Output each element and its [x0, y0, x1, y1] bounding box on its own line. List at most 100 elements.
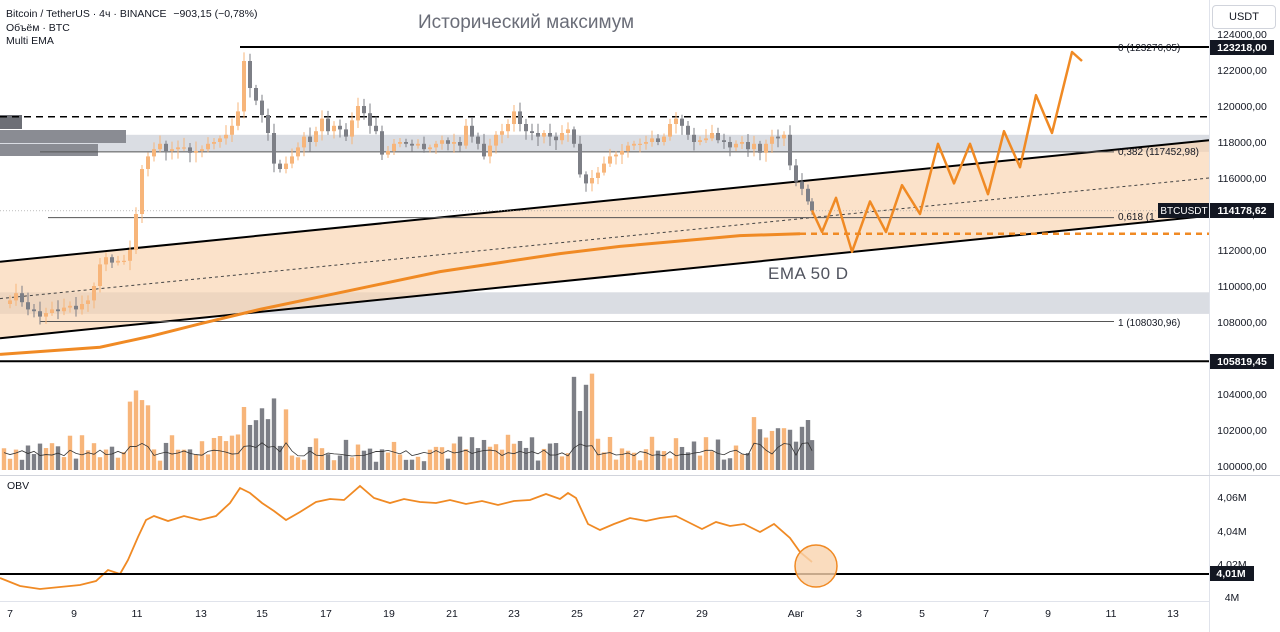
volume-bar — [7, 458, 13, 470]
price-axis: 124000,00 122000,00 120000,00 118000,00 1160… — [1217, 29, 1267, 604]
volume-bar — [193, 454, 199, 470]
volume-bar — [787, 429, 793, 470]
volume-bar — [187, 449, 193, 470]
candle-body — [206, 143, 210, 150]
obv-tick-label: 4,06M — [1217, 492, 1246, 504]
volume-bar — [385, 452, 391, 470]
volume-bar — [745, 453, 751, 470]
price-tick-label: 102000,00 — [1217, 425, 1267, 437]
volume-bar — [175, 449, 181, 470]
candle-body — [140, 169, 144, 214]
volume-bar — [55, 446, 61, 470]
legend-symbol-row[interactable]: Bitcoin / TetherUS · 4ч · BINANCE −903,1… — [6, 8, 257, 22]
candle-body — [320, 118, 324, 132]
candle-body — [362, 106, 366, 114]
time-tick-label: 25 — [571, 608, 583, 620]
candle-body — [200, 149, 204, 151]
candle-body — [416, 143, 420, 146]
price-tick-label: 122000,00 — [1217, 65, 1267, 77]
candle-body — [458, 142, 462, 146]
candle-body — [104, 257, 108, 265]
price-tick-label: 100000,00 — [1217, 461, 1267, 473]
candle-body — [500, 131, 504, 135]
volume-bar — [127, 401, 133, 470]
volume-bar — [115, 457, 121, 470]
candle-body — [128, 250, 132, 261]
currency-selector[interactable]: USDT — [1212, 5, 1276, 29]
legend-volume[interactable]: Объём · BTC — [6, 21, 70, 34]
volume-bar — [769, 430, 775, 470]
volume-bar — [475, 448, 481, 470]
candle-body — [626, 145, 630, 151]
obv-pane-divider[interactable] — [0, 475, 1280, 476]
volume-bar — [799, 426, 805, 470]
candle-body — [242, 61, 246, 112]
volume-bar — [13, 449, 19, 470]
time-tick-label: 9 — [1045, 608, 1051, 620]
candle-body — [350, 120, 354, 137]
price-tick-label: 116000,00 — [1218, 173, 1267, 185]
obv-tick-label: 4,04M — [1217, 526, 1246, 538]
volume-bar — [355, 444, 361, 470]
candle-body — [584, 174, 588, 184]
candle-body — [734, 143, 738, 148]
time-tick-label: 15 — [256, 608, 268, 620]
ath-price-text: 123218,00 — [1217, 42, 1267, 54]
volume-bar — [325, 454, 331, 470]
candle-body — [518, 111, 522, 124]
volume-bar — [25, 445, 31, 470]
candle-body — [158, 143, 162, 150]
candle-body — [494, 134, 498, 146]
volume-bar — [247, 424, 253, 470]
obv-line — [0, 484, 1209, 590]
ath-price-tag — [1210, 40, 1274, 55]
legend-ema[interactable]: Multi EMA — [6, 35, 54, 47]
obv-tick-label: 4M — [1225, 592, 1240, 604]
candle-body — [248, 61, 252, 88]
volume-bar — [181, 449, 187, 470]
time-tick-label: 23 — [508, 608, 520, 620]
candle-body — [614, 154, 618, 157]
candle-body — [806, 188, 810, 202]
volume-bar — [427, 449, 433, 470]
time-tick-label: 19 — [383, 608, 395, 620]
obv-value-tag — [1210, 566, 1254, 581]
candle-body — [566, 129, 570, 133]
candle-body — [14, 293, 18, 301]
volume-bar — [493, 444, 499, 470]
candle-body — [542, 133, 546, 137]
candle-body — [710, 133, 714, 139]
symbol-tag-text: BTCUSDT — [1160, 206, 1207, 217]
volume-bar — [283, 409, 289, 470]
volume-bar — [577, 410, 583, 470]
current-price-text: 114178,62 — [1217, 205, 1266, 217]
candle-body — [272, 133, 276, 164]
volume-bar — [637, 460, 643, 470]
volume-bar — [415, 456, 421, 470]
volume-bar — [673, 438, 679, 470]
candle-body — [692, 134, 696, 142]
volume-bar — [457, 436, 463, 470]
volume-bar — [403, 459, 409, 470]
price-tick-label: 108000,00 — [1217, 317, 1267, 329]
candle-body — [266, 115, 270, 133]
channel-fill — [0, 140, 1209, 339]
time-tick-label: 21 — [446, 608, 458, 620]
volume-bar — [547, 443, 553, 470]
volume-bar — [31, 454, 37, 470]
volume-bar — [211, 437, 217, 470]
volume-bar — [61, 457, 67, 470]
obv-title[interactable]: OBV — [7, 480, 30, 492]
volume-bar — [607, 436, 613, 470]
time-tick-label: 13 — [1167, 608, 1179, 620]
candle-body — [554, 136, 558, 141]
obv-highlight-circle — [794, 544, 838, 588]
candle-body — [326, 118, 330, 132]
volume-bar — [535, 460, 541, 470]
price-tick-label: 104000,00 — [1217, 389, 1267, 401]
volume-bar — [229, 435, 235, 470]
price-tick-label: 110000,00 — [1218, 281, 1267, 293]
volume-bar — [541, 448, 547, 470]
volume-bar — [271, 398, 277, 470]
